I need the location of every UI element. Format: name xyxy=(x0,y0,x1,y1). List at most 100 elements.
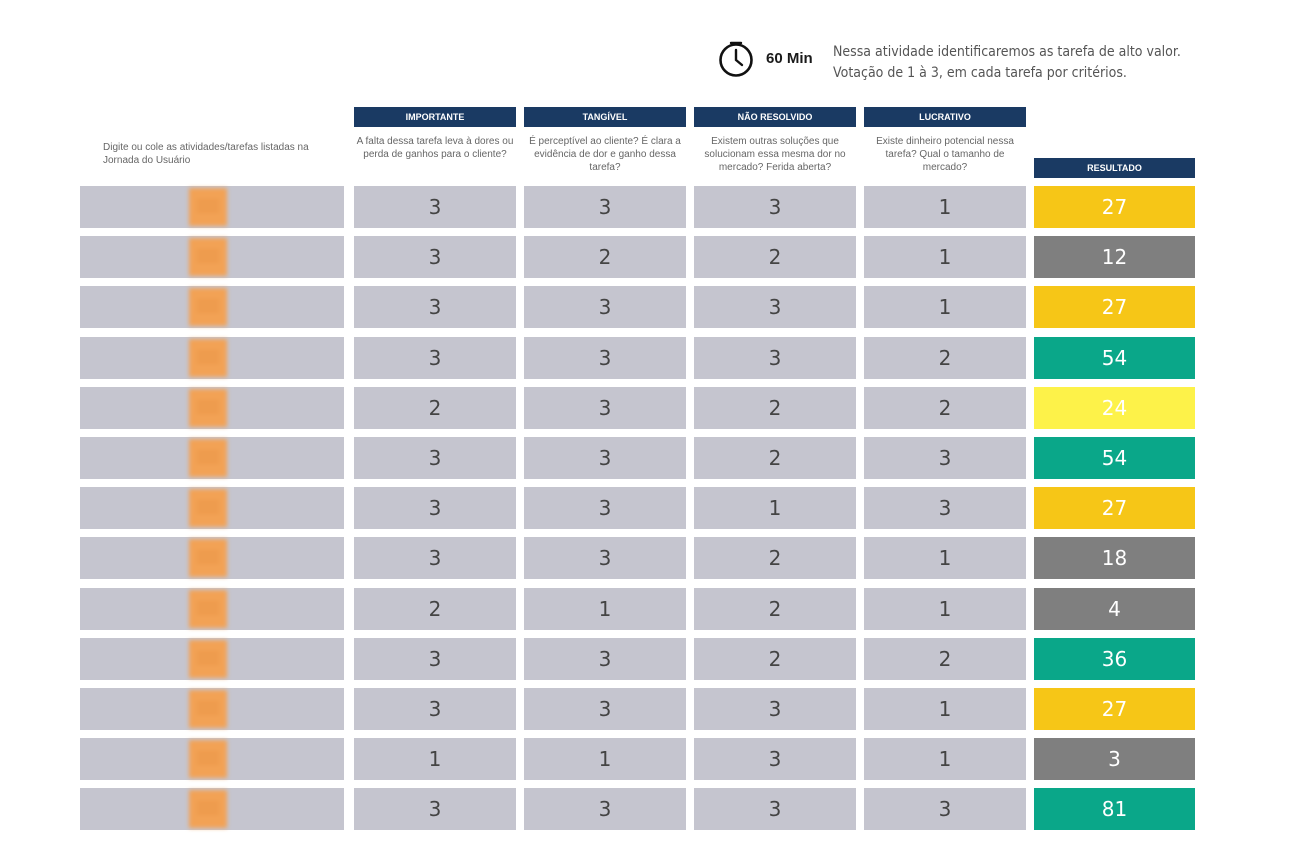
result-cell: 4 xyxy=(1034,588,1195,630)
score-cell[interactable]: 3 xyxy=(524,487,686,529)
score-cell[interactable]: 1 xyxy=(524,588,686,630)
score-cell[interactable]: 2 xyxy=(694,588,856,630)
sticky-note-image xyxy=(189,238,227,276)
criteria-header-importante: IMPORTANTE xyxy=(354,107,516,127)
score-cell[interactable]: 3 xyxy=(524,638,686,680)
result-cell: 54 xyxy=(1034,437,1195,479)
result-cell: 54 xyxy=(1034,337,1195,379)
result-cell: 27 xyxy=(1034,487,1195,529)
score-cell[interactable]: 3 xyxy=(354,537,516,579)
score-cell[interactable]: 3 xyxy=(354,236,516,278)
task-column-label: Digite ou cole as atividades/tarefas lis… xyxy=(103,142,309,166)
task-input-cell[interactable] xyxy=(80,588,344,630)
task-input-cell[interactable] xyxy=(80,537,344,579)
score-cell[interactable]: 3 xyxy=(524,387,686,429)
score-cell[interactable]: 1 xyxy=(864,186,1026,228)
score-cell[interactable]: 2 xyxy=(694,638,856,680)
criteria-header-nao-resolvido: NÃO RESOLVIDO xyxy=(694,107,856,127)
result-cell: 27 xyxy=(1034,688,1195,730)
result-cell: 12 xyxy=(1034,236,1195,278)
instruction-line: Nessa atividade identificaremos as taref… xyxy=(833,44,1181,60)
score-cell[interactable]: 1 xyxy=(694,487,856,529)
task-input-cell[interactable] xyxy=(80,236,344,278)
score-cell[interactable]: 1 xyxy=(864,688,1026,730)
sticky-note-image xyxy=(189,389,227,427)
criteria-description: Existe dinheiro potencial nessa tarefa? … xyxy=(876,136,1014,173)
task-input-cell[interactable] xyxy=(80,688,344,730)
score-cell[interactable]: 3 xyxy=(694,738,856,780)
score-cell[interactable]: 3 xyxy=(524,337,686,379)
score-cell[interactable]: 2 xyxy=(694,437,856,479)
sticky-note-image xyxy=(189,489,227,527)
task-input-cell[interactable] xyxy=(80,387,344,429)
result-cell: 18 xyxy=(1034,537,1195,579)
result-cell: 36 xyxy=(1034,638,1195,680)
sticky-note-image xyxy=(189,339,227,377)
criteria-description: É perceptível ao cliente? É clara a evid… xyxy=(529,136,681,173)
criteria-description: A falta dessa tarefa leva à dores ou per… xyxy=(356,136,514,160)
score-cell[interactable]: 3 xyxy=(354,437,516,479)
task-input-cell[interactable] xyxy=(80,487,344,529)
clock-icon xyxy=(719,41,753,77)
task-input-cell[interactable] xyxy=(80,638,344,680)
score-cell[interactable]: 3 xyxy=(524,537,686,579)
score-cell[interactable]: 2 xyxy=(694,236,856,278)
result-cell: 81 xyxy=(1034,788,1195,830)
task-input-cell[interactable] xyxy=(80,286,344,328)
result-cell: 24 xyxy=(1034,387,1195,429)
score-cell[interactable]: 3 xyxy=(524,688,686,730)
score-cell[interactable]: 3 xyxy=(694,688,856,730)
score-cell[interactable]: 3 xyxy=(524,186,686,228)
score-cell[interactable]: 2 xyxy=(354,387,516,429)
sticky-note-image xyxy=(189,740,227,778)
task-input-cell[interactable] xyxy=(80,738,344,780)
task-input-cell[interactable] xyxy=(80,437,344,479)
score-cell[interactable]: 2 xyxy=(864,638,1026,680)
score-cell[interactable]: 1 xyxy=(864,236,1026,278)
score-cell[interactable]: 3 xyxy=(524,437,686,479)
score-cell[interactable]: 3 xyxy=(694,186,856,228)
sticky-note-image xyxy=(189,539,227,577)
score-cell[interactable]: 1 xyxy=(864,738,1026,780)
timer-duration: 60 Min xyxy=(766,50,813,67)
criteria-header-tangivel: TANGÍVEL xyxy=(524,107,686,127)
score-cell[interactable]: 2 xyxy=(694,387,856,429)
task-input-cell[interactable] xyxy=(80,186,344,228)
score-cell[interactable]: 2 xyxy=(864,337,1026,379)
score-cell[interactable]: 3 xyxy=(864,437,1026,479)
score-cell[interactable]: 3 xyxy=(354,186,516,228)
result-cell: 27 xyxy=(1034,186,1195,228)
score-cell[interactable]: 1 xyxy=(864,588,1026,630)
result-cell: 27 xyxy=(1034,286,1195,328)
sticky-note-image xyxy=(189,288,227,326)
task-input-cell[interactable] xyxy=(80,337,344,379)
score-cell[interactable]: 3 xyxy=(354,788,516,830)
score-cell[interactable]: 2 xyxy=(354,588,516,630)
score-cell[interactable]: 3 xyxy=(354,688,516,730)
result-header: RESULTADO xyxy=(1034,158,1195,178)
score-cell[interactable]: 3 xyxy=(354,638,516,680)
sticky-note-image xyxy=(189,188,227,226)
score-cell[interactable]: 3 xyxy=(354,286,516,328)
score-cell[interactable]: 2 xyxy=(864,387,1026,429)
score-cell[interactable]: 3 xyxy=(694,286,856,328)
score-cell[interactable]: 2 xyxy=(524,236,686,278)
score-cell[interactable]: 3 xyxy=(354,337,516,379)
score-cell[interactable]: 3 xyxy=(694,337,856,379)
score-cell[interactable]: 3 xyxy=(864,788,1026,830)
score-cell[interactable]: 3 xyxy=(864,487,1026,529)
score-cell[interactable]: 1 xyxy=(864,537,1026,579)
score-cell[interactable]: 3 xyxy=(354,487,516,529)
score-cell[interactable]: 3 xyxy=(524,286,686,328)
score-cell[interactable]: 3 xyxy=(524,788,686,830)
sticky-note-image xyxy=(189,790,227,828)
sticky-note-image xyxy=(189,439,227,477)
score-cell[interactable]: 2 xyxy=(694,537,856,579)
score-cell[interactable]: 3 xyxy=(694,788,856,830)
score-cell[interactable]: 1 xyxy=(354,738,516,780)
task-input-cell[interactable] xyxy=(80,788,344,830)
instruction-line: Votação de 1 à 3, em cada tarefa por cri… xyxy=(833,65,1127,81)
score-cell[interactable]: 1 xyxy=(524,738,686,780)
score-cell[interactable]: 1 xyxy=(864,286,1026,328)
sticky-note-image xyxy=(189,690,227,728)
